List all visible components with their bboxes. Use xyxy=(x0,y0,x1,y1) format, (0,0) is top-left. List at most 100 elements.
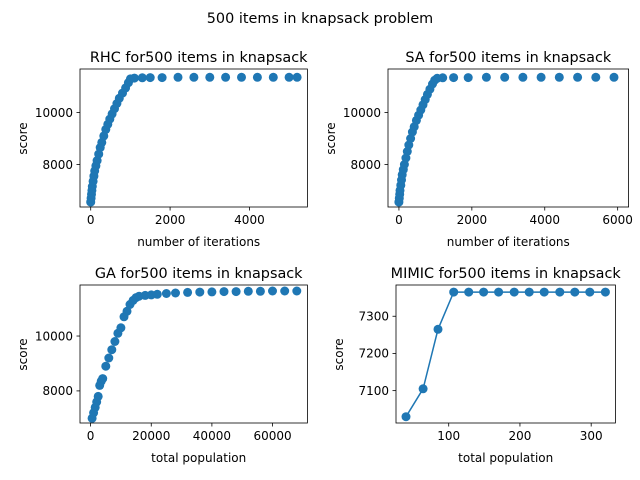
data-point xyxy=(171,288,180,298)
data-point xyxy=(524,287,534,297)
data-point xyxy=(433,324,443,334)
x-axis-label: total population xyxy=(458,451,553,465)
y-tick-label: 10000 xyxy=(343,106,381,120)
data-point xyxy=(539,287,549,297)
subplot-title: GA for500 items in knapsack xyxy=(95,266,303,282)
x-axis-label: number of iterations xyxy=(137,235,260,249)
data-point xyxy=(93,391,103,401)
data-point xyxy=(205,72,215,82)
y-axis-label: score xyxy=(332,338,346,370)
data-point xyxy=(237,72,246,82)
data-point xyxy=(292,286,302,296)
y-tick-label: 7100 xyxy=(358,384,389,398)
x-axis-label: number of iterations xyxy=(447,235,570,249)
figure-suptitle: 500 items in knapsack problem xyxy=(207,11,433,27)
data-point xyxy=(161,289,171,298)
series-line xyxy=(405,291,606,418)
plot-frame xyxy=(387,68,630,208)
subplot-title: RHC for500 items in knapsack xyxy=(90,50,308,66)
data-point xyxy=(284,72,294,82)
data-point xyxy=(268,72,278,82)
data-point xyxy=(110,337,120,346)
y-tick-label: 10000 xyxy=(35,329,73,343)
subplot-title: MIMIC for500 items in knapsack xyxy=(391,266,622,282)
data-point xyxy=(555,287,565,297)
data-point xyxy=(207,287,217,297)
data-point xyxy=(252,72,262,82)
y-axis-label: score xyxy=(16,122,30,154)
x-tick-label: 4000 xyxy=(529,213,560,227)
y-tick-label: 7300 xyxy=(358,310,389,324)
data-point xyxy=(464,287,474,297)
data-point xyxy=(609,72,619,82)
data-point xyxy=(157,73,167,83)
y-axis-label: score xyxy=(324,122,338,154)
subplot-sa: SA for500 items in knapsack number of it… xyxy=(324,50,633,249)
data-point xyxy=(570,287,580,297)
subplot-mimic: MIMIC for500 items in knapsack total pop… xyxy=(332,266,621,465)
subplot-rhc: RHC for500 items in knapsack number of i… xyxy=(16,50,308,249)
data-point xyxy=(401,412,411,422)
data-point xyxy=(231,287,241,297)
data-point xyxy=(116,323,126,333)
y-tick-label: 8000 xyxy=(350,158,381,172)
data-point xyxy=(536,72,546,82)
data-point xyxy=(104,353,114,363)
x-tick-label: 0 xyxy=(395,213,403,227)
y-tick-label: 8000 xyxy=(42,158,73,172)
data-point xyxy=(500,72,510,82)
plot-frame xyxy=(79,284,308,424)
data-point xyxy=(554,72,564,82)
data-point xyxy=(255,286,265,296)
y-tick-label: 8000 xyxy=(42,384,73,398)
x-tick-label: 0 xyxy=(87,213,95,227)
data-point xyxy=(145,73,155,83)
data-point xyxy=(438,73,448,83)
data-point xyxy=(600,287,610,297)
data-point xyxy=(219,287,229,297)
x-tick-label: 2000 xyxy=(457,213,488,227)
subplot-title: SA for500 items in knapsack xyxy=(405,50,612,66)
x-tick-label: 0 xyxy=(87,429,95,443)
data-point xyxy=(494,287,504,297)
data-point xyxy=(481,72,491,82)
x-tick-label: 40000 xyxy=(193,429,231,443)
y-tick-label: 10000 xyxy=(35,106,73,120)
plot-frame xyxy=(395,284,616,424)
data-point xyxy=(479,287,489,297)
subplot-ga: GA for500 items in knapsack total popula… xyxy=(16,266,308,465)
data-point xyxy=(183,287,193,297)
data-point xyxy=(463,73,473,83)
data-point xyxy=(189,72,199,82)
data-point xyxy=(152,289,162,299)
data-point xyxy=(418,384,428,394)
data-point xyxy=(509,287,519,297)
x-tick-label: 300 xyxy=(580,429,603,443)
data-point xyxy=(129,73,139,83)
data-point xyxy=(243,286,253,296)
data-point xyxy=(101,361,111,371)
data-point xyxy=(173,72,183,82)
x-tick-label: 100 xyxy=(437,429,460,443)
x-axis-label: total population xyxy=(151,451,246,465)
x-tick-label: 6000 xyxy=(602,213,633,227)
data-point xyxy=(195,287,205,297)
data-point xyxy=(107,345,117,355)
data-point xyxy=(573,72,583,82)
data-point xyxy=(292,72,302,82)
x-tick-label: 200 xyxy=(508,429,531,443)
x-tick-label: 20000 xyxy=(132,429,170,443)
data-point xyxy=(98,374,108,384)
data-point xyxy=(268,286,277,296)
data-point xyxy=(449,287,459,297)
x-tick-label: 60000 xyxy=(253,429,291,443)
plot-frame xyxy=(79,68,308,208)
data-point xyxy=(518,72,528,82)
data-point xyxy=(591,72,601,82)
data-point xyxy=(585,287,595,297)
y-tick-label: 7200 xyxy=(358,347,389,361)
x-tick-label: 2000 xyxy=(155,213,186,227)
data-point xyxy=(280,286,290,296)
y-axis-label: score xyxy=(16,338,30,370)
